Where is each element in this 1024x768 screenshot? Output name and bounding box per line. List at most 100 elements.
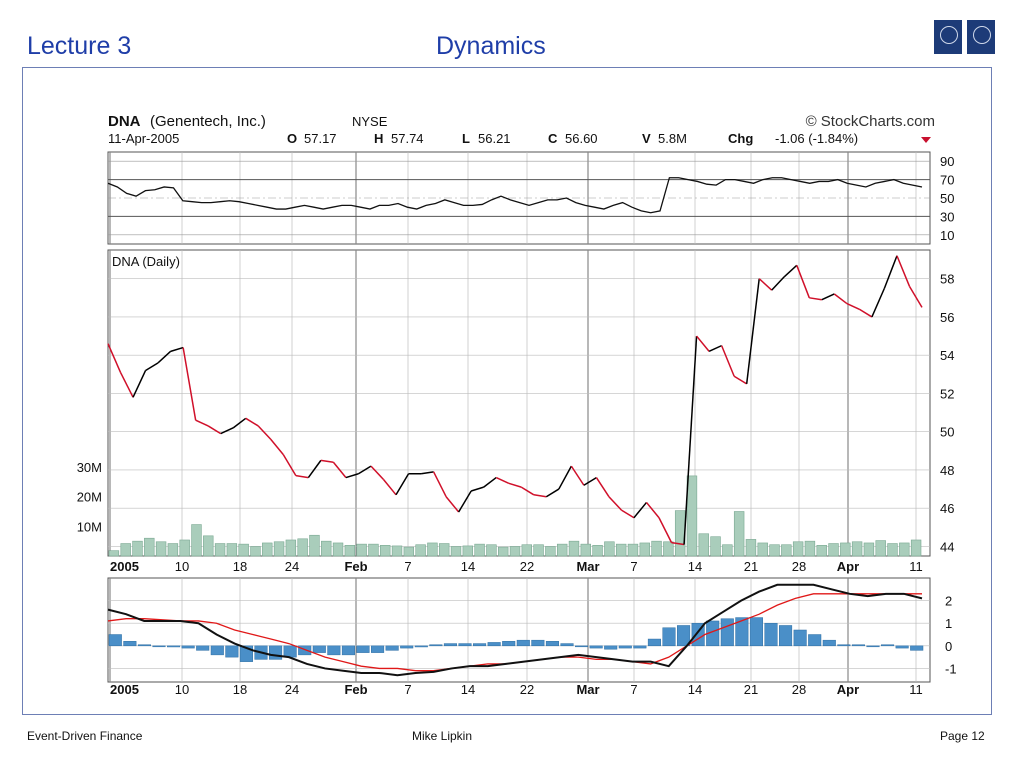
x-tick-label: 21 bbox=[744, 682, 758, 697]
volume-bar bbox=[792, 541, 804, 557]
company-name: (Genentech, Inc.) bbox=[150, 113, 266, 130]
open-value: 57.17 bbox=[304, 131, 337, 146]
price-segment bbox=[232, 417, 247, 429]
volume-bar bbox=[450, 546, 462, 557]
price-tick-label: 54 bbox=[940, 348, 954, 363]
volume-bar bbox=[285, 539, 297, 557]
price-segment bbox=[696, 335, 710, 352]
volume-value: 5.8M bbox=[658, 131, 687, 146]
volume-bar bbox=[167, 543, 179, 557]
price-segment bbox=[207, 425, 222, 435]
x-tick-label: 10 bbox=[175, 559, 189, 574]
volume-bar bbox=[144, 537, 155, 557]
rsi-tick-label: 10 bbox=[940, 228, 954, 243]
macd-tick-label: 1 bbox=[945, 616, 952, 631]
price-segment bbox=[633, 501, 648, 519]
macd-histogram-bar bbox=[269, 645, 283, 660]
macd-histogram-bar bbox=[647, 638, 661, 647]
macd-histogram-bar bbox=[502, 641, 516, 647]
macd-histogram-bar bbox=[356, 645, 370, 653]
macd-histogram-bar bbox=[895, 645, 909, 649]
volume-bar bbox=[226, 543, 238, 557]
macd-histogram-bar bbox=[881, 644, 895, 647]
price-segment bbox=[658, 517, 673, 543]
price-segment bbox=[320, 459, 334, 464]
x-tick-label: Mar bbox=[576, 682, 599, 697]
volume-bar bbox=[651, 540, 662, 557]
close-label: C bbox=[548, 131, 558, 146]
open-label: O bbox=[287, 131, 297, 146]
slide-header-left: Lecture 3 bbox=[27, 32, 132, 60]
change-value: -1.06 (-1.84%) bbox=[775, 131, 858, 146]
footer-page: Page 12 bbox=[940, 729, 985, 743]
price-segment bbox=[132, 370, 147, 398]
macd-histogram-bar bbox=[851, 644, 865, 647]
price-panel-label: DNA (Daily) bbox=[112, 254, 180, 269]
exchange-label: NYSE bbox=[352, 114, 388, 129]
low-value: 56.21 bbox=[478, 131, 511, 146]
price-segment bbox=[809, 297, 822, 301]
x-tick-label: 28 bbox=[792, 559, 806, 574]
macd-histogram-bar bbox=[108, 634, 122, 647]
x-tick-label: 22 bbox=[520, 682, 534, 697]
price-segment bbox=[432, 471, 447, 498]
volume-bar bbox=[604, 541, 615, 557]
slide-frame bbox=[22, 67, 992, 715]
volume-bar bbox=[439, 543, 450, 557]
rsi-tick-label: 30 bbox=[940, 209, 954, 224]
volume-bar bbox=[663, 541, 674, 557]
price-segment bbox=[583, 476, 597, 486]
volume-bar bbox=[108, 550, 120, 557]
volume-bar bbox=[733, 511, 745, 557]
price-tick-label: 56 bbox=[940, 310, 954, 325]
macd-histogram-bar bbox=[210, 645, 224, 656]
macd-histogram-bar bbox=[327, 645, 341, 656]
x-tick-label: Feb bbox=[344, 559, 367, 574]
price-segment bbox=[608, 496, 622, 511]
x-tick-label: 14 bbox=[461, 682, 475, 697]
volume-bar bbox=[840, 542, 851, 557]
macd-histogram-bar bbox=[822, 639, 836, 647]
volume-bar bbox=[332, 542, 344, 557]
price-segment bbox=[170, 346, 184, 353]
macd-histogram-bar bbox=[866, 645, 880, 648]
volume-bar bbox=[309, 534, 320, 557]
volume-bar bbox=[250, 546, 261, 557]
volume-bar bbox=[580, 543, 591, 557]
price-segment bbox=[595, 477, 610, 498]
price-segment bbox=[720, 345, 735, 377]
volume-bar bbox=[155, 541, 167, 557]
down-arrow-icon bbox=[921, 137, 931, 143]
macd-histogram-bar bbox=[225, 645, 239, 658]
price-segment bbox=[445, 496, 460, 513]
price-segment bbox=[896, 255, 911, 287]
macd-histogram-bar bbox=[458, 643, 472, 647]
price-segment bbox=[783, 264, 798, 278]
volume-bar bbox=[769, 544, 780, 557]
volume-bar bbox=[710, 536, 721, 557]
price-segment bbox=[270, 438, 284, 456]
macd-tick-label: 0 bbox=[945, 639, 952, 654]
price-segment bbox=[382, 479, 397, 496]
price-segment bbox=[370, 465, 385, 481]
price-segment bbox=[358, 465, 372, 475]
price-segment bbox=[558, 465, 573, 490]
price-segment bbox=[570, 465, 585, 486]
macd-histogram-bar bbox=[400, 645, 414, 649]
price-segment bbox=[533, 494, 547, 498]
rsi-tick-label: 50 bbox=[940, 191, 954, 206]
university-logo-icon bbox=[934, 20, 962, 54]
x-tick-label: 7 bbox=[630, 559, 637, 574]
volume-bar bbox=[910, 539, 922, 557]
volume-bar bbox=[639, 542, 650, 557]
volume-bar bbox=[262, 542, 273, 557]
macd-histogram-bar bbox=[196, 645, 210, 651]
macd-histogram-bar bbox=[618, 645, 632, 649]
volume-bar bbox=[273, 541, 285, 557]
x-tick-label: 14 bbox=[688, 559, 702, 574]
macd-histogram-bar bbox=[735, 617, 749, 647]
volume-bar bbox=[533, 544, 544, 557]
price-segment bbox=[470, 486, 484, 492]
x-tick-label: 18 bbox=[233, 682, 247, 697]
macd-histogram-bar bbox=[152, 645, 166, 648]
